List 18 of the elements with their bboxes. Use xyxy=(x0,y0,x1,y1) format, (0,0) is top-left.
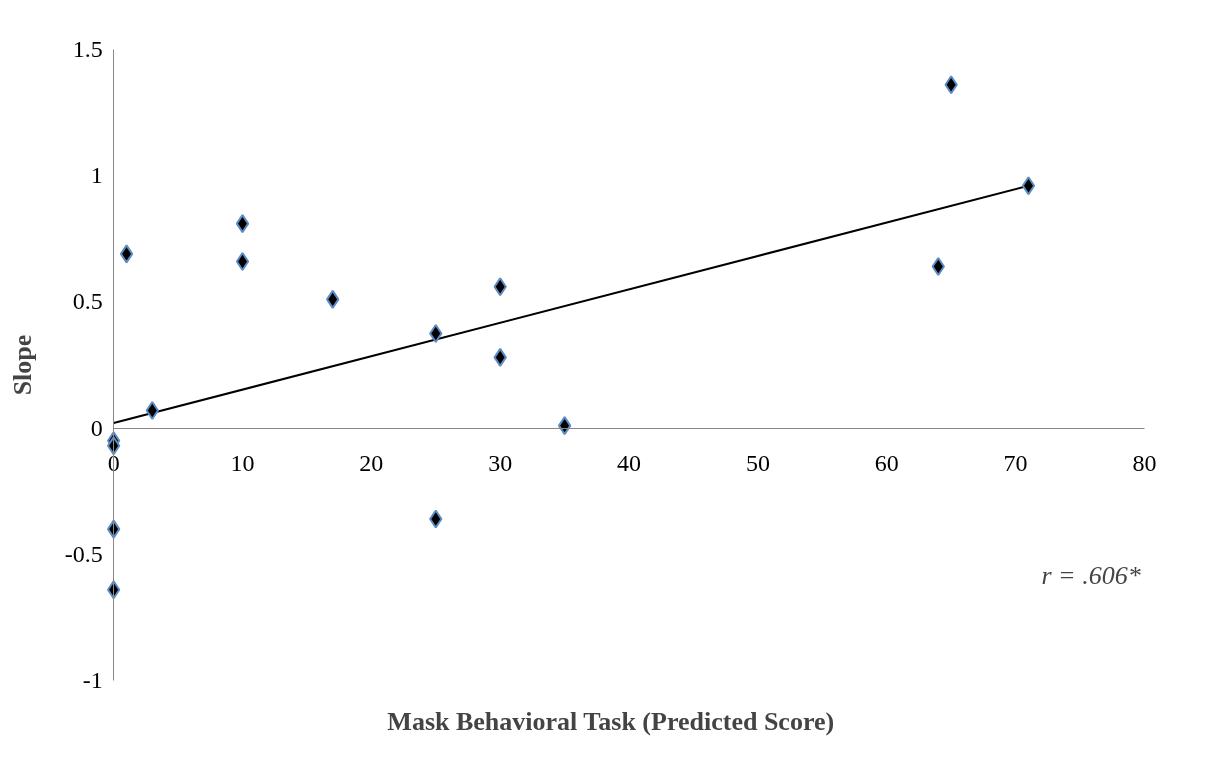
x-tick-label: 20 xyxy=(359,450,384,477)
x-tick-label: 80 xyxy=(1132,450,1157,477)
x-tick-label: 0 xyxy=(107,450,120,477)
x-tick-label: 50 xyxy=(745,450,770,477)
y-tick-label: 1.5 xyxy=(72,35,103,62)
x-tick-label: 40 xyxy=(617,450,642,477)
y-tick-label: 0 xyxy=(90,414,103,441)
annotation: r = .606* xyxy=(1041,560,1141,590)
x-tick-label: 60 xyxy=(874,450,899,477)
x-axis-title: Mask Behavioral Task (Predicted Score) xyxy=(387,706,835,736)
x-tick-label: 10 xyxy=(230,450,255,477)
x-tick-label: 70 xyxy=(1003,450,1028,477)
y-tick-label: 0.5 xyxy=(72,288,103,315)
y-axis-title: Slope xyxy=(7,334,37,396)
x-tick-label: 30 xyxy=(488,450,513,477)
y-tick-label: -1 xyxy=(82,667,103,694)
y-tick-label: -0.5 xyxy=(64,540,103,567)
y-tick-label: 1 xyxy=(90,162,103,189)
